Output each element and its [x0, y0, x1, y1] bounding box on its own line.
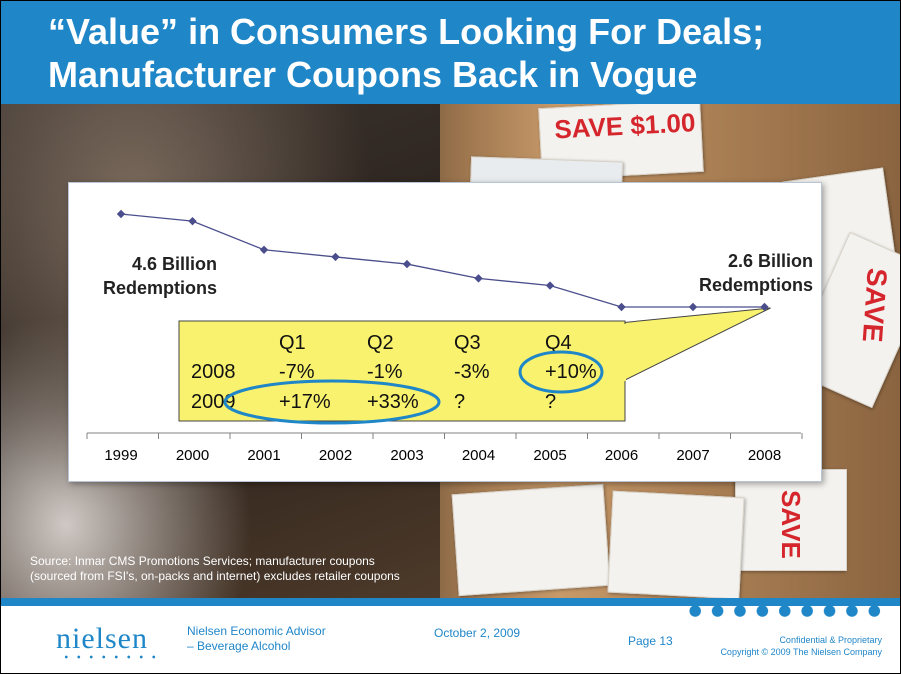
coupon-image	[451, 483, 611, 597]
footer-page-number: Page 13	[628, 634, 673, 648]
coupon-save-text: SAVE	[776, 490, 806, 559]
callout-cell: ?	[454, 391, 465, 413]
callout-cell: +17%	[279, 391, 331, 413]
x-tick-label: 2003	[390, 447, 423, 464]
callout-pointer	[618, 307, 771, 384]
annotation-start-label: Redemptions	[103, 278, 217, 298]
source-line-1: Source: Inmar CMS Promotions Services; m…	[30, 554, 375, 568]
callout-cell: +10%	[545, 361, 597, 383]
source-note: Source: Inmar CMS Promotions Services; m…	[30, 554, 430, 584]
data-point	[688, 302, 698, 312]
logo-dots	[60, 655, 160, 659]
footer-advisor: Nielsen Economic Advisor – Beverage Alco…	[187, 624, 326, 654]
callout-header: Q2	[367, 332, 394, 354]
footer-confidential: Confidential & Proprietary	[779, 635, 882, 645]
footer-copyright: Copyright © 2009 The Nielsen Company	[720, 647, 882, 657]
series-path	[120, 213, 765, 308]
callout-header: Q1	[279, 332, 306, 354]
callout-seam	[617, 324, 626, 381]
x-tick-label: 1999	[104, 447, 137, 464]
title-bar: “Value” in Consumers Looking For Deals; …	[0, 0, 901, 104]
callout-row-label: 2008	[191, 361, 236, 383]
annotations: 4.6 Billion Redemptions 2.6 Billion Redempt…	[103, 251, 813, 298]
callout-box: Q1 Q2 Q3 Q4 2008 -7% -1% -3% +10% 2009 +17% +33%??	[178, 307, 771, 425]
footer-advisor-line-2: – Beverage Alcohol	[187, 639, 291, 653]
coupon-save-text: SAVE	[856, 267, 893, 344]
coupon-image	[607, 490, 745, 599]
x-tick-label: 2006	[605, 447, 638, 464]
callout-cell: -7%	[279, 361, 315, 383]
callout-row-label: 2009	[191, 391, 236, 413]
data-point	[617, 302, 626, 312]
x-tick-label: 2007	[676, 447, 709, 464]
line-chart: 1999 2000 2001 2002 2003 2004 2005 2006 2007 2008…	[86, 209, 813, 464]
data-point	[331, 252, 340, 262]
slide-title: “Value” in Consumers Looking For Deals; …	[48, 10, 764, 96]
callout-cell: -1%	[367, 361, 403, 383]
x-tick-label: 2000	[176, 447, 209, 464]
highlight-oval	[223, 379, 441, 425]
source-line-2: (sourced from FSI's, on-packs and intern…	[30, 569, 400, 583]
data-point	[474, 274, 483, 283]
x-tick-label: 2008	[748, 447, 781, 464]
callout-background	[178, 320, 626, 422]
data-point	[259, 245, 269, 254]
data-point	[545, 281, 555, 290]
annotation-end-label: Redemptions	[699, 275, 813, 295]
chart-panel: 1999 2000 2001 2002 2003 2004 2005 2006 2007 2008…	[68, 182, 822, 482]
data-point	[402, 259, 412, 269]
x-tick-label: 2002	[319, 447, 352, 464]
callout-header: Q4	[545, 332, 572, 354]
coupon-image: SAVE	[735, 469, 847, 571]
decorative-dots	[684, 604, 886, 618]
data-point	[116, 209, 126, 219]
data-point	[760, 302, 769, 312]
nielsen-logo: nielsen	[56, 622, 148, 655]
x-tick-label: 2001	[247, 447, 280, 464]
callout-header: Q3	[454, 332, 481, 354]
callout-cell: -3%	[454, 361, 490, 383]
title-line-2: Manufacturer Coupons Back in Vogue	[48, 54, 698, 95]
data-point	[188, 216, 197, 226]
highlight-oval	[518, 350, 604, 394]
footer-advisor-line-1: Nielsen Economic Advisor	[187, 624, 326, 638]
x-tick-label: 2005	[533, 447, 566, 464]
annotation-end-value: 2.6 Billion	[728, 251, 813, 271]
title-line-1: “Value” in Consumers Looking For Deals;	[48, 11, 765, 52]
callout-cell: +33%	[367, 391, 419, 413]
footer-divider	[0, 598, 901, 606]
callout-cell: ?	[545, 391, 556, 413]
x-tick-label: 2004	[462, 447, 495, 464]
footer-date: October 2, 2009	[434, 626, 521, 640]
annotation-start-value: 4.6 Billion	[132, 254, 217, 274]
coupon-save-text: SAVE $1.00	[553, 107, 697, 145]
x-axis: 1999 2000 2001 2002 2003 2004 2005 2006 2007 2008	[86, 432, 803, 464]
